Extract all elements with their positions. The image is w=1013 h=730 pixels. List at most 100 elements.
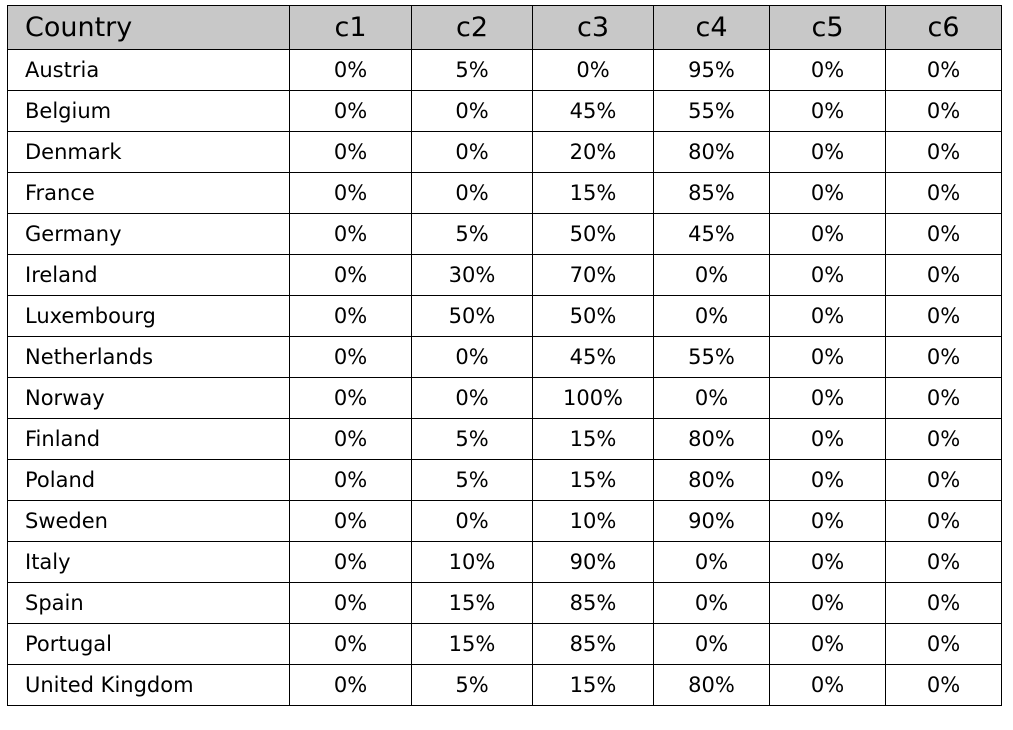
cell-c1: 0% xyxy=(289,582,412,624)
cell-c4: 0% xyxy=(653,295,770,337)
cell-c2: 5% xyxy=(411,418,533,460)
cell-c3: 15% xyxy=(532,418,654,460)
cell-c6: 0% xyxy=(885,90,1002,132)
cell-c3: 50% xyxy=(532,213,654,255)
cell-c4: 80% xyxy=(653,664,770,706)
cell-c6: 0% xyxy=(885,254,1002,296)
cell-c4: 0% xyxy=(653,582,770,624)
cell-c6: 0% xyxy=(885,664,1002,706)
cell-country: Spain xyxy=(7,582,290,624)
cell-country: Poland xyxy=(7,459,290,501)
cell-c4: 80% xyxy=(653,131,770,173)
table-row: Portugal 0% 15% 85% 0% 0% 0% xyxy=(7,623,1002,665)
cell-country: Sweden xyxy=(7,500,290,542)
cell-c1: 0% xyxy=(289,254,412,296)
cell-country: Italy xyxy=(7,541,290,583)
cell-c3: 45% xyxy=(532,336,654,378)
cell-c2: 0% xyxy=(411,377,533,419)
cell-c1: 0% xyxy=(289,336,412,378)
cell-country: Netherlands xyxy=(7,336,290,378)
cell-c3: 90% xyxy=(532,541,654,583)
cell-c5: 0% xyxy=(769,459,886,501)
table-row: Italy 0% 10% 90% 0% 0% 0% xyxy=(7,541,1002,583)
cell-c4: 55% xyxy=(653,90,770,132)
cell-c6: 0% xyxy=(885,541,1002,583)
cell-c6: 0% xyxy=(885,49,1002,91)
cell-c1: 0% xyxy=(289,49,412,91)
cell-country: Finland xyxy=(7,418,290,460)
cell-c4: 0% xyxy=(653,377,770,419)
cell-c1: 0% xyxy=(289,172,412,214)
cell-country: France xyxy=(7,172,290,214)
cell-c4: 55% xyxy=(653,336,770,378)
cell-c5: 0% xyxy=(769,623,886,665)
cell-c4: 0% xyxy=(653,254,770,296)
cell-c1: 0% xyxy=(289,500,412,542)
cell-c3: 15% xyxy=(532,664,654,706)
cell-country: United Kingdom xyxy=(7,664,290,706)
cell-country: Portugal xyxy=(7,623,290,665)
cell-country: Austria xyxy=(7,49,290,91)
cell-c3: 20% xyxy=(532,131,654,173)
cell-c2: 5% xyxy=(411,49,533,91)
cell-c4: 0% xyxy=(653,541,770,583)
cell-c1: 0% xyxy=(289,541,412,583)
cell-c1: 0% xyxy=(289,90,412,132)
table-row: Netherlands 0% 0% 45% 55% 0% 0% xyxy=(7,336,1002,378)
cell-c2: 0% xyxy=(411,90,533,132)
cell-c5: 0% xyxy=(769,172,886,214)
cell-c4: 0% xyxy=(653,623,770,665)
cell-c3: 85% xyxy=(532,623,654,665)
column-header-c1: c1 xyxy=(289,5,412,50)
cell-c3: 10% xyxy=(532,500,654,542)
cell-c2: 5% xyxy=(411,213,533,255)
cell-c5: 0% xyxy=(769,500,886,542)
cell-c5: 0% xyxy=(769,49,886,91)
cell-c5: 0% xyxy=(769,254,886,296)
cell-c1: 0% xyxy=(289,623,412,665)
cell-country: Denmark xyxy=(7,131,290,173)
cell-c5: 0% xyxy=(769,418,886,460)
cell-c5: 0% xyxy=(769,131,886,173)
cell-c6: 0% xyxy=(885,582,1002,624)
cell-c6: 0% xyxy=(885,172,1002,214)
cell-c3: 15% xyxy=(532,459,654,501)
cell-country: Germany xyxy=(7,213,290,255)
cell-c2: 15% xyxy=(411,623,533,665)
cell-c6: 0% xyxy=(885,500,1002,542)
column-header-country: Country xyxy=(7,5,290,50)
cell-c1: 0% xyxy=(289,418,412,460)
cell-c2: 0% xyxy=(411,336,533,378)
cell-c4: 85% xyxy=(653,172,770,214)
table-row: Spain 0% 15% 85% 0% 0% 0% xyxy=(7,582,1002,624)
cell-c2: 10% xyxy=(411,541,533,583)
cell-c6: 0% xyxy=(885,459,1002,501)
cell-c1: 0% xyxy=(289,213,412,255)
cell-c5: 0% xyxy=(769,213,886,255)
cell-c1: 0% xyxy=(289,295,412,337)
table-row: Denmark 0% 0% 20% 80% 0% 0% xyxy=(7,131,1002,173)
table-row: Germany 0% 5% 50% 45% 0% 0% xyxy=(7,213,1002,255)
cell-c5: 0% xyxy=(769,377,886,419)
column-header-c2: c2 xyxy=(411,5,533,50)
cell-country: Belgium xyxy=(7,90,290,132)
cell-c2: 5% xyxy=(411,664,533,706)
cell-c1: 0% xyxy=(289,664,412,706)
cell-c6: 0% xyxy=(885,213,1002,255)
cell-c2: 5% xyxy=(411,459,533,501)
cell-c4: 90% xyxy=(653,500,770,542)
cell-c2: 0% xyxy=(411,500,533,542)
table-row: Belgium 0% 0% 45% 55% 0% 0% xyxy=(7,90,1002,132)
cell-c4: 80% xyxy=(653,418,770,460)
cell-c2: 15% xyxy=(411,582,533,624)
table-row: Luxembourg 0% 50% 50% 0% 0% 0% xyxy=(7,295,1002,337)
cell-c3: 0% xyxy=(532,49,654,91)
cell-c5: 0% xyxy=(769,90,886,132)
cell-c3: 15% xyxy=(532,172,654,214)
header-row: Country c1 c2 c3 c4 c5 c6 xyxy=(7,5,1002,50)
cell-country: Luxembourg xyxy=(7,295,290,337)
table-row: United Kingdom 0% 5% 15% 80% 0% 0% xyxy=(7,664,1002,706)
cell-c6: 0% xyxy=(885,418,1002,460)
country-percentage-table: Country c1 c2 c3 c4 c5 c6 Austria 0% 5% 0% 9… xyxy=(7,5,1002,706)
cell-c2: 30% xyxy=(411,254,533,296)
